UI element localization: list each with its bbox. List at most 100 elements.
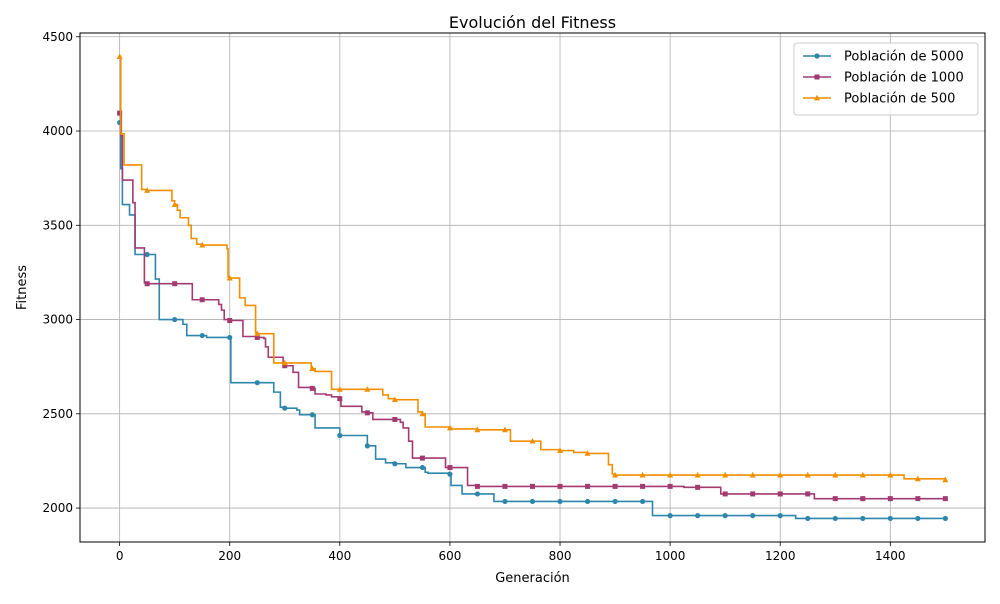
data-point-marker xyxy=(860,515,866,522)
legend-box xyxy=(793,42,979,116)
data-point-marker xyxy=(584,498,591,505)
data-point-marker xyxy=(199,297,205,303)
data-point-marker xyxy=(942,476,949,483)
data-point-marker xyxy=(557,498,563,505)
data-point-marker xyxy=(915,496,921,502)
data-point-marker xyxy=(364,386,371,392)
data-point-marker xyxy=(777,471,784,478)
data-point-marker xyxy=(501,426,508,433)
data-point-marker xyxy=(281,359,288,366)
data-point-marker xyxy=(309,412,315,418)
data-point-marker xyxy=(227,334,233,341)
data-point-marker xyxy=(667,471,674,478)
legend-label: Población de 500 xyxy=(844,92,955,107)
data-point-marker xyxy=(117,110,123,116)
data-point-marker xyxy=(695,484,701,490)
data-point-marker xyxy=(474,491,481,497)
data-point-marker xyxy=(804,471,811,478)
data-point-marker xyxy=(392,416,398,422)
data-point-marker xyxy=(612,498,618,505)
data-point-marker xyxy=(805,515,811,522)
data-point-marker xyxy=(364,410,370,416)
data-point-marker xyxy=(116,53,123,59)
data-point-marker xyxy=(447,465,453,471)
data-point-marker xyxy=(887,496,893,502)
data-point-marker xyxy=(667,483,673,489)
data-point-marker xyxy=(474,483,480,489)
axis-ticks: 0 200 400 600 800 1000 1200 1400 2000 2500 3000 350… xyxy=(42,30,905,563)
x-tick-label: 800 xyxy=(549,549,572,563)
x-axis-label: Generación xyxy=(495,571,570,586)
data-point-marker xyxy=(337,396,343,402)
y-tick-label: 2000 xyxy=(42,501,73,515)
chart-title: Evolución del Fitness xyxy=(449,13,616,32)
data-point-marker xyxy=(814,74,820,80)
data-point-marker xyxy=(502,498,508,505)
data-point-marker xyxy=(226,274,233,281)
data-point-marker xyxy=(832,515,838,522)
data-point-marker xyxy=(337,432,343,439)
legend-items: Población de 5000 Población de 1000 Poblac… xyxy=(803,50,964,107)
data-point-marker xyxy=(172,316,178,323)
data-point-marker xyxy=(914,475,921,482)
data-point-marker xyxy=(529,498,536,505)
data-point-marker xyxy=(859,471,866,478)
y-tick-label: 2500 xyxy=(42,407,73,421)
data-point-marker xyxy=(832,471,839,478)
x-tick-label: 200 xyxy=(218,549,241,563)
data-point-marker xyxy=(309,385,315,391)
data-point-marker xyxy=(832,496,838,502)
data-point-marker xyxy=(557,447,564,453)
data-point-marker xyxy=(722,471,729,478)
series-line xyxy=(119,112,946,500)
data-point-marker xyxy=(750,491,756,497)
data-point-marker xyxy=(639,471,646,478)
data-point-marker xyxy=(722,513,728,519)
data-point-marker xyxy=(392,461,398,467)
data-point-marker xyxy=(814,53,820,59)
plot-frame xyxy=(79,32,986,543)
data-point-marker xyxy=(446,424,453,431)
data-point-marker xyxy=(814,94,820,101)
data-point-marker xyxy=(391,396,398,403)
data-point-marker xyxy=(749,471,756,478)
legend-label: Población de 5000 xyxy=(844,50,964,65)
data-point-marker xyxy=(805,491,811,497)
data-point-marker xyxy=(171,201,178,207)
data-point-marker xyxy=(502,483,508,489)
data-point-marker xyxy=(144,281,150,287)
data-point-marker xyxy=(144,251,150,258)
x-tick-label: 1400 xyxy=(875,549,906,563)
data-point-marker xyxy=(777,513,783,519)
x-tick-label: 1200 xyxy=(765,549,796,563)
data-point-marker xyxy=(336,386,343,392)
data-point-marker xyxy=(419,455,425,461)
y-tick-label: 4000 xyxy=(42,124,73,138)
data-point-marker xyxy=(915,515,921,522)
data-point-marker xyxy=(227,317,233,323)
series-layer xyxy=(116,53,949,522)
x-tick-label: 600 xyxy=(438,549,461,563)
data-point-marker xyxy=(694,471,701,478)
data-point-marker xyxy=(144,187,151,193)
series-1 xyxy=(117,119,948,522)
data-point-marker xyxy=(695,513,701,519)
y-tick-label: 4500 xyxy=(42,30,73,44)
data-point-marker xyxy=(419,464,426,471)
data-point-marker xyxy=(860,496,866,502)
y-tick-label: 3500 xyxy=(42,218,73,232)
data-point-marker xyxy=(529,437,536,444)
data-point-marker xyxy=(639,498,646,505)
data-point-marker xyxy=(364,443,370,449)
data-point-marker xyxy=(612,483,618,489)
y-axis-label: Fitness xyxy=(15,265,30,310)
data-point-marker xyxy=(254,334,260,340)
data-point-marker xyxy=(584,450,591,456)
data-point-marker xyxy=(419,410,426,417)
series-2 xyxy=(117,110,948,502)
data-point-marker xyxy=(640,483,646,489)
grid xyxy=(80,33,985,542)
series-line xyxy=(119,121,946,520)
legend: Población de 5000 Población de 1000 Poblac… xyxy=(793,42,979,116)
